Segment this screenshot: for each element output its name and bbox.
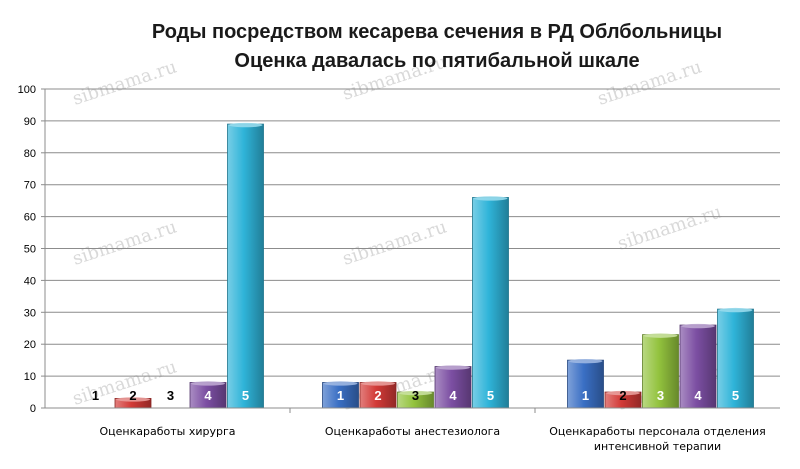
bar bbox=[567, 359, 604, 409]
series-label: 3 bbox=[412, 388, 419, 403]
y-tick-label: 80 bbox=[24, 148, 36, 160]
x-category-label: Оценкаработы хирурга bbox=[100, 425, 236, 438]
series-label: 3 bbox=[167, 388, 174, 403]
series-label: 2 bbox=[374, 388, 381, 403]
watermark-text: sibmama.ru bbox=[340, 216, 449, 269]
bar-top-highlight bbox=[568, 358, 603, 364]
x-category-label: Оценкаработы персонала отделения bbox=[549, 425, 766, 438]
series-label: 4 bbox=[694, 388, 702, 403]
series-label: 1 bbox=[582, 388, 589, 403]
bar-top-highlight bbox=[436, 365, 470, 370]
chart-title-line-1: Роды посредством кесарева сечения в РД О… bbox=[152, 21, 722, 43]
bar-top-highlight bbox=[116, 397, 150, 402]
y-tick-label: 30 bbox=[24, 307, 36, 319]
bar-top-highlight bbox=[643, 333, 678, 338]
bar-top-highlight bbox=[228, 122, 263, 128]
bar bbox=[434, 366, 472, 409]
x-category-label: Оценкаработы анестезиолога bbox=[325, 425, 500, 438]
bar-top-highlight bbox=[718, 307, 753, 313]
x-category-label: интенсивной терапии bbox=[594, 440, 721, 453]
series-label: 4 bbox=[449, 388, 457, 403]
bar-top-highlight bbox=[606, 390, 640, 396]
y-tick-label: 10 bbox=[24, 371, 36, 383]
chart-title-line-2: Оценка давалась по пятибальной шкале bbox=[234, 50, 639, 72]
watermark-text: sibmama.ru bbox=[615, 201, 724, 254]
y-tick-label: 20 bbox=[24, 339, 36, 351]
series-label: 2 bbox=[619, 388, 626, 403]
y-tick-label: 90 bbox=[24, 116, 36, 128]
bar bbox=[189, 382, 227, 409]
y-tick-label: 0 bbox=[30, 403, 36, 415]
watermark-text: sibmama.ru bbox=[70, 56, 179, 109]
series-label: 3 bbox=[657, 388, 664, 403]
bar-top-highlight bbox=[473, 196, 508, 201]
bars bbox=[114, 122, 754, 409]
grid bbox=[45, 88, 780, 377]
y-tick-label: 50 bbox=[24, 244, 36, 256]
bar-top-highlight bbox=[398, 390, 433, 396]
y-tick-label: 40 bbox=[24, 275, 36, 287]
bar bbox=[679, 324, 717, 409]
series-label: 5 bbox=[732, 388, 739, 403]
bar bbox=[717, 308, 754, 409]
series-label: 1 bbox=[337, 388, 344, 403]
series-label: 1 bbox=[92, 388, 99, 403]
bar-top-highlight bbox=[323, 381, 358, 386]
bar-top-highlight bbox=[361, 381, 395, 386]
y-tick-label: 100 bbox=[18, 84, 36, 96]
series-label: 2 bbox=[129, 388, 136, 403]
series-label: 5 bbox=[487, 388, 494, 403]
watermarks: sibmama.ru sibmama.ru sibmama.ru sibmama.ru… bbox=[70, 51, 724, 414]
bar-top-highlight bbox=[191, 381, 225, 386]
bar bbox=[227, 123, 264, 409]
y-tick-label: 60 bbox=[24, 212, 36, 224]
series-label: 5 bbox=[242, 388, 249, 403]
series-label: 4 bbox=[204, 388, 212, 403]
labels: 1 2 3 4 5 Оценкаработы хирурга 1 2 3 4 5 Оценкарабо… bbox=[92, 388, 766, 453]
bar-top-highlight bbox=[681, 323, 715, 329]
axes: 0 10 20 30 40 50 60 70 80 90 100 bbox=[18, 84, 780, 415]
bar bbox=[472, 197, 509, 409]
y-tick-label: 70 bbox=[24, 180, 36, 192]
watermark-text: sibmama.ru bbox=[70, 216, 179, 269]
